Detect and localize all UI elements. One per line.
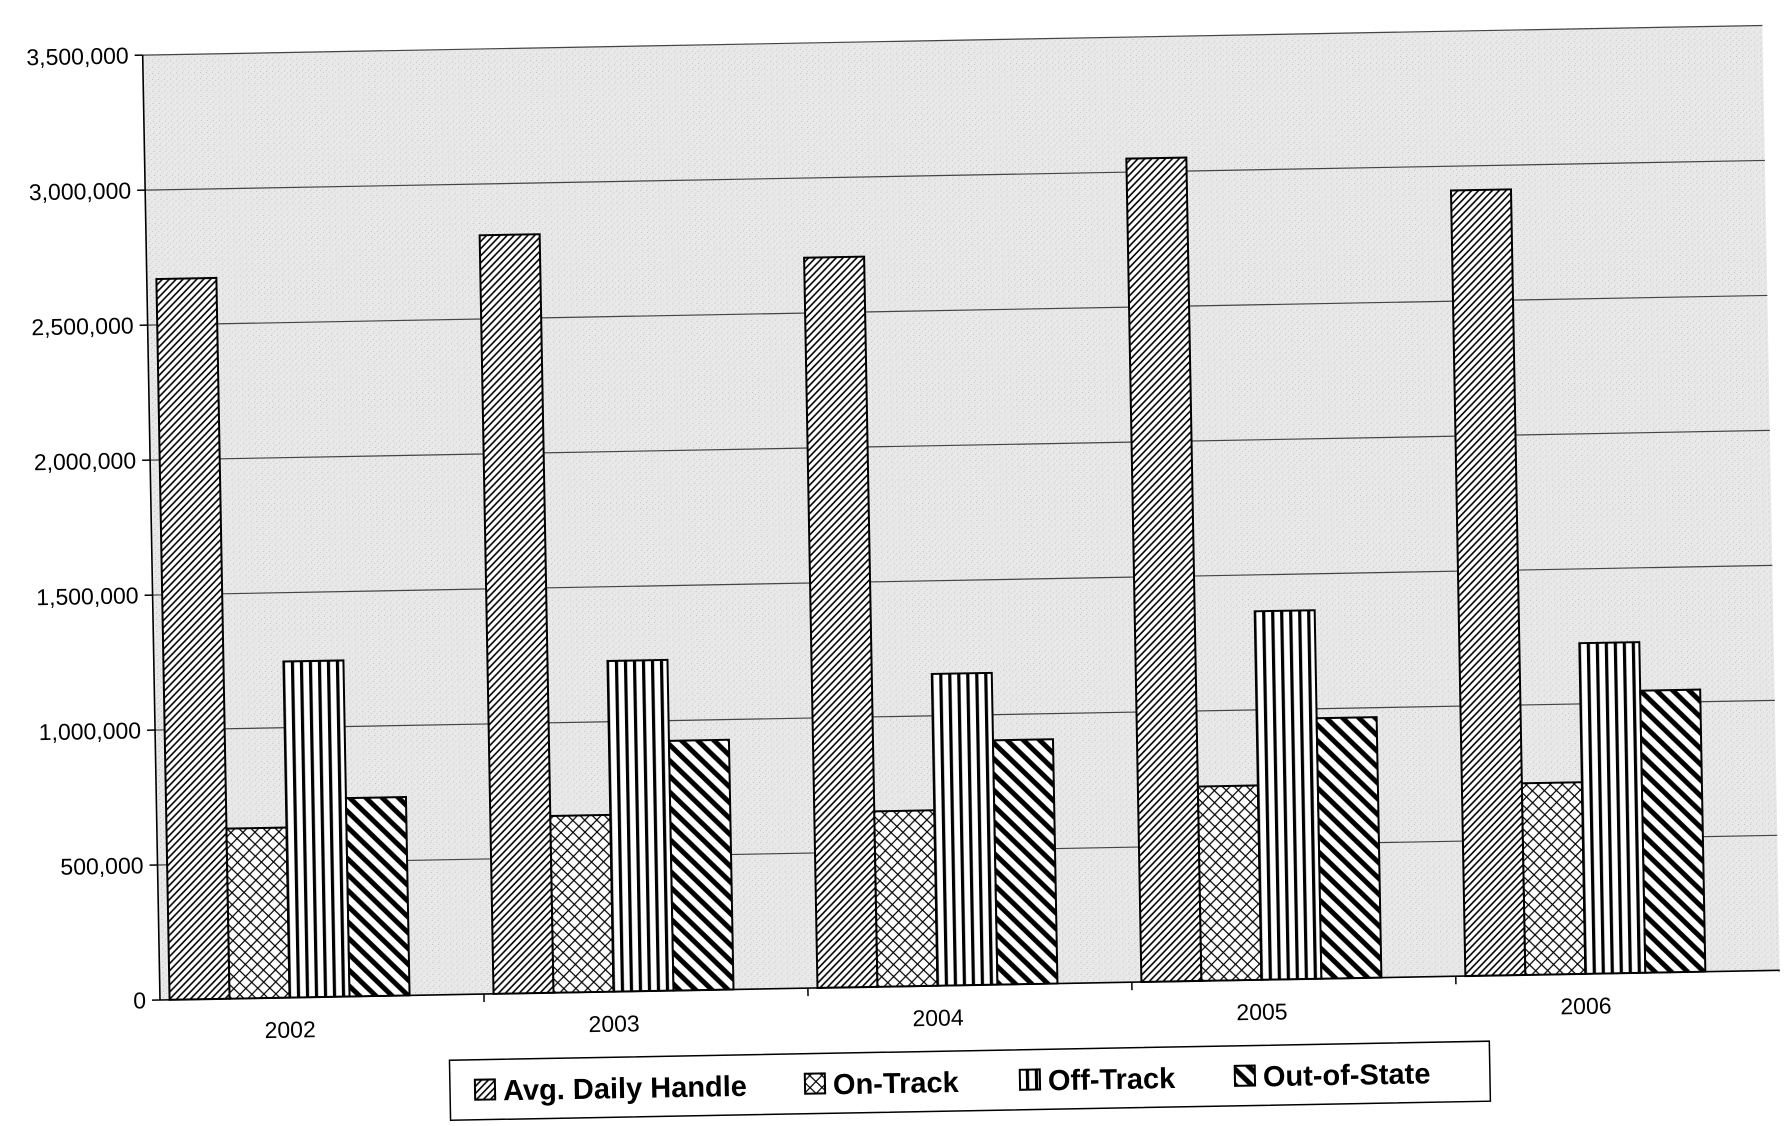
x-category-label: 2002 bbox=[264, 1016, 316, 1043]
y-tick-label: 2,500,000 bbox=[31, 312, 134, 340]
bar-off-track-2005 bbox=[1253, 609, 1323, 981]
bar-out-of-state-2006 bbox=[1639, 688, 1707, 974]
bar-off-track-2006 bbox=[1578, 641, 1647, 975]
bar-on-track-2003 bbox=[549, 813, 615, 994]
bar-avg-daily-handle-2004 bbox=[803, 255, 879, 989]
plot-area: 0 500,000 1,000,000 1,500,000 2,000,000 2,500… bbox=[26, 24, 1780, 1043]
legend-swatch bbox=[1018, 1068, 1042, 1091]
legend-label: Out-of-State bbox=[1263, 1058, 1431, 1093]
bar-off-track-2003 bbox=[606, 658, 675, 993]
legend-box bbox=[448, 1040, 1492, 1122]
bar-out-of-state-2003 bbox=[667, 738, 735, 992]
bar-off-track-2004 bbox=[930, 671, 999, 987]
gridline bbox=[142, 24, 1763, 56]
bar-off-track-2002 bbox=[282, 659, 351, 999]
x-category-labels: 2002 2003 2004 2005 2006 bbox=[264, 992, 1611, 1043]
y-tick-label: 3,500,000 bbox=[26, 42, 129, 70]
bar-out-of-state-2004 bbox=[991, 738, 1059, 986]
bar-on-track-2004 bbox=[873, 809, 939, 988]
axes bbox=[141, 55, 1780, 1003]
y-tick-label: 500,000 bbox=[60, 852, 144, 880]
bar-on-track-2006 bbox=[1520, 781, 1587, 976]
x-axis bbox=[159, 969, 1780, 1001]
bar-on-track-2005 bbox=[1196, 784, 1263, 982]
legend-swatch bbox=[803, 1072, 827, 1095]
legend-swatch bbox=[473, 1078, 497, 1101]
legend-label: Off-Track bbox=[1048, 1063, 1177, 1097]
bar-avg-daily-handle-2002 bbox=[155, 276, 231, 1001]
x-category-label: 2003 bbox=[588, 1010, 640, 1037]
y-tick-label: 1,500,000 bbox=[36, 582, 139, 610]
y-tick-label: 3,000,000 bbox=[29, 177, 132, 205]
legend: Avg. Daily Handle On-Track Off-Track Out-of… bbox=[448, 1040, 1492, 1122]
x-category-label: 2005 bbox=[1236, 998, 1288, 1025]
legend-label: Avg. Daily Handle bbox=[503, 1071, 747, 1107]
bar-out-of-state-2002 bbox=[344, 795, 411, 998]
y-tick-labels: 0 500,000 1,000,000 1,500,000 2,000,000 2,500… bbox=[26, 42, 146, 1013]
bar-out-of-state-2005 bbox=[1315, 716, 1383, 980]
gridline bbox=[145, 159, 1765, 191]
bar-on-track-2002 bbox=[225, 826, 291, 1000]
bar-avg-daily-handle-2003 bbox=[478, 233, 555, 995]
y-tick-label: 1,000,000 bbox=[39, 717, 142, 745]
legend-swatch bbox=[1233, 1064, 1257, 1087]
x-category-label: 2004 bbox=[912, 1004, 964, 1031]
y-tick-label: 0 bbox=[133, 987, 146, 1013]
x-category-label: 2006 bbox=[1560, 992, 1612, 1019]
y-tick-label: 2,000,000 bbox=[34, 447, 137, 475]
bars bbox=[155, 156, 1707, 1001]
y-axis bbox=[141, 55, 161, 1001]
legend-label: On-Track bbox=[833, 1067, 960, 1101]
